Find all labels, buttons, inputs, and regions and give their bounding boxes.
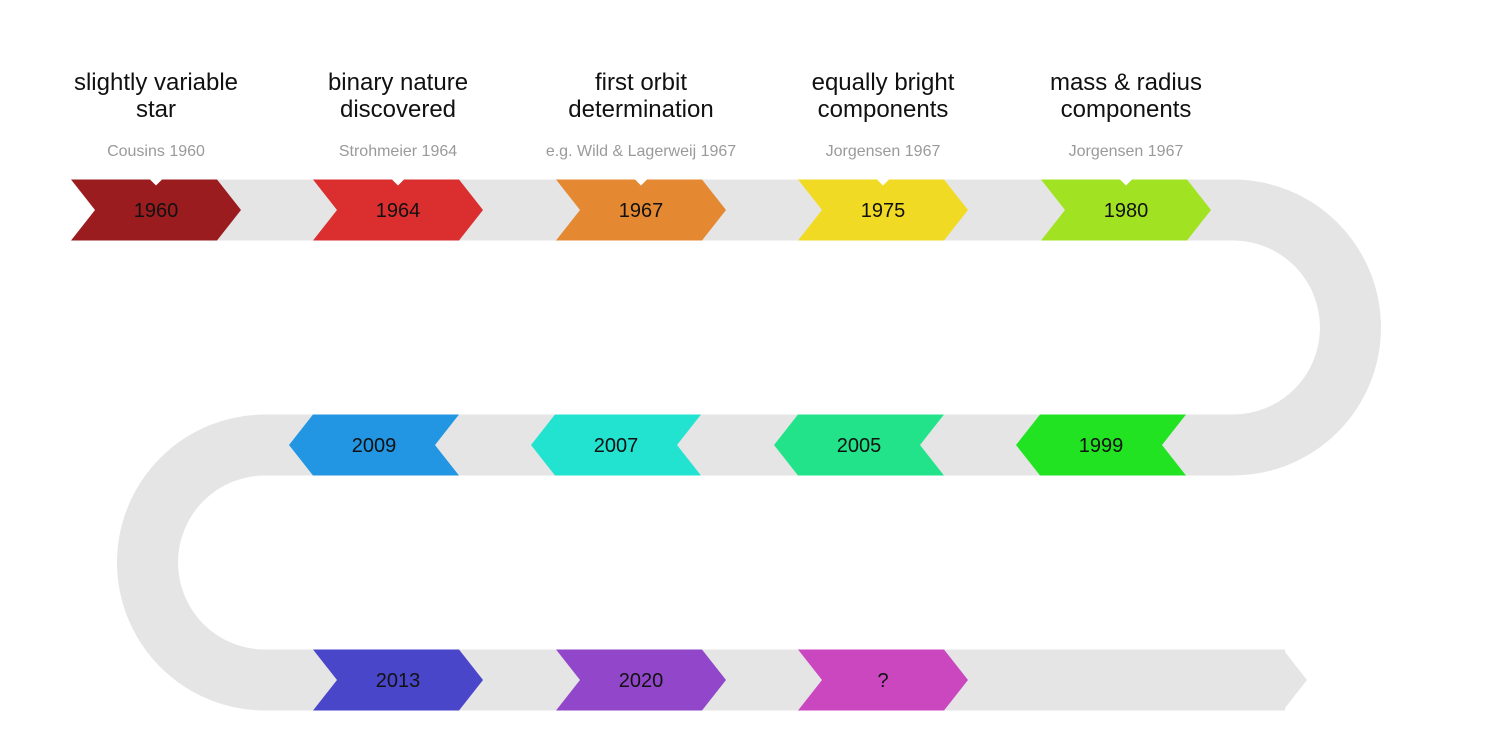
year-marker-1980: 1980 bbox=[1041, 179, 1211, 241]
event-reference-1975: Jorgensen 1967 bbox=[825, 143, 941, 160]
year-label: 2007 bbox=[594, 435, 639, 457]
year-chevron bbox=[774, 414, 944, 476]
event-title-1967: first orbit determination bbox=[521, 69, 761, 123]
event-title-1980: mass & radius components bbox=[1006, 69, 1246, 123]
year-label: 2009 bbox=[352, 435, 397, 457]
year-label: ? bbox=[877, 670, 888, 692]
year-marker-2009: 2009 bbox=[289, 414, 459, 476]
year-chevron bbox=[1041, 179, 1211, 241]
event-reference-1964: Strohmeier 1964 bbox=[338, 143, 458, 160]
event-reference-1960: Cousins 1960 bbox=[107, 143, 205, 160]
event-title-1975: equally bright components bbox=[763, 69, 1003, 123]
year-marker-2005: 2005 bbox=[774, 414, 944, 476]
pointer-notch bbox=[877, 179, 889, 186]
year-marker-1967: 1967 bbox=[556, 179, 726, 241]
year-marker-2020: 2020 bbox=[556, 649, 726, 711]
pointer-notch bbox=[150, 179, 162, 186]
event-title-line: discovered bbox=[339, 96, 457, 123]
year-chevron bbox=[556, 179, 726, 241]
year-label: 1975 bbox=[861, 200, 906, 222]
year-marker-1999: 1999 bbox=[1016, 414, 1186, 476]
year-marker-1964: 1964 bbox=[313, 179, 483, 241]
year-label: 1964 bbox=[376, 200, 421, 222]
year-label: 2013 bbox=[376, 670, 421, 692]
pointer-notch bbox=[1120, 179, 1132, 186]
year-marker-2007: 2007 bbox=[531, 414, 701, 476]
year-label: 2005 bbox=[837, 435, 882, 457]
event-title-line: star bbox=[135, 96, 176, 123]
year-chevron bbox=[71, 179, 241, 241]
event-title-line: mass & radius bbox=[1049, 69, 1203, 96]
event-title-line: components bbox=[817, 96, 949, 123]
timeline-track bbox=[95, 179, 1381, 711]
year-label: 2020 bbox=[619, 670, 664, 692]
event-title-line: slightly variable bbox=[73, 69, 239, 96]
year-chevron bbox=[313, 179, 483, 241]
event-title-1960: slightly variable star bbox=[36, 69, 276, 123]
event-title-line: equally bright bbox=[811, 69, 955, 96]
year-label: 1967 bbox=[619, 200, 664, 222]
year-chevron bbox=[798, 179, 968, 241]
year-chevron bbox=[798, 649, 968, 711]
event-reference-1967: e.g. Wild & Lagerweij 1967 bbox=[545, 143, 737, 160]
year-chevron bbox=[556, 649, 726, 711]
event-title-line: components bbox=[1060, 96, 1192, 123]
timeline-end-arrow bbox=[1283, 649, 1307, 711]
year-marker-unknown: ? bbox=[798, 649, 968, 711]
year-label: 1999 bbox=[1079, 435, 1124, 457]
event-title-1964: binary nature discovered bbox=[278, 69, 518, 123]
year-chevron bbox=[531, 414, 701, 476]
pointer-notch bbox=[392, 179, 404, 186]
year-chevron bbox=[1016, 414, 1186, 476]
event-reference-1980: Jorgensen 1967 bbox=[1068, 143, 1184, 160]
year-chevron bbox=[289, 414, 459, 476]
event-title-line: first orbit bbox=[594, 69, 687, 96]
event-title-line: determination bbox=[568, 96, 714, 123]
pointer-notch bbox=[635, 179, 647, 186]
year-marker-2013: 2013 bbox=[313, 649, 483, 711]
year-marker-1960: 1960 bbox=[71, 179, 241, 241]
year-label: 1980 bbox=[1104, 200, 1149, 222]
year-label: 1960 bbox=[134, 200, 179, 222]
event-title-line: binary nature bbox=[327, 69, 469, 96]
year-marker-1975: 1975 bbox=[798, 179, 968, 241]
year-chevron bbox=[313, 649, 483, 711]
